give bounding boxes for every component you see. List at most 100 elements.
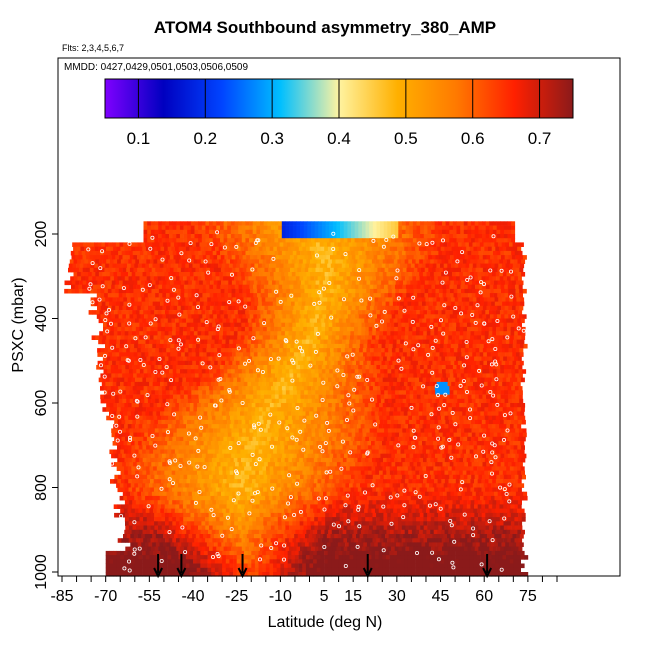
heatmap-cell <box>183 394 188 400</box>
heatmap-cell <box>285 284 290 290</box>
heatmap-cell <box>348 360 353 366</box>
heatmap-cell <box>300 398 305 404</box>
heatmap-cell <box>480 263 485 269</box>
heatmap-cell <box>100 394 105 400</box>
heatmap-cell <box>160 335 165 340</box>
heatmap-cell <box>466 272 471 277</box>
heatmap-cell <box>373 255 378 260</box>
heatmap-cell <box>485 326 490 332</box>
heatmap-cell <box>434 365 439 370</box>
heatmap-cell <box>214 343 219 349</box>
heatmap-cell <box>170 339 175 345</box>
heatmap-cell <box>337 288 342 294</box>
heatmap-cell <box>325 369 330 374</box>
heatmap-cell <box>241 238 246 243</box>
heatmap-cell <box>157 259 162 264</box>
heatmap-cell <box>463 238 468 243</box>
heatmap-cell <box>383 221 388 226</box>
heatmap-cell <box>169 221 173 226</box>
heatmap-cell <box>368 331 373 336</box>
heatmap-cell <box>484 377 489 383</box>
heatmap-cell <box>303 229 308 235</box>
heatmap-cell <box>369 229 374 235</box>
heatmap-cell <box>286 314 290 319</box>
heatmap-cell <box>479 293 483 298</box>
heatmap-cell <box>71 267 76 273</box>
heatmap-cell <box>445 238 450 243</box>
heatmap-cell <box>348 242 353 247</box>
heatmap-cell <box>160 339 164 345</box>
heatmap-cell <box>496 276 501 281</box>
heatmap-cell <box>290 267 294 273</box>
heatmap-cell <box>282 267 287 273</box>
heatmap-cell <box>183 250 188 256</box>
heatmap-cell <box>315 280 320 286</box>
heatmap-cell <box>225 360 229 366</box>
heatmap-cell <box>274 322 279 328</box>
heatmap-cell <box>182 318 187 324</box>
heatmap-cell <box>423 225 428 231</box>
heatmap-cell <box>446 288 451 294</box>
heatmap-cell <box>204 335 209 340</box>
heatmap-cell <box>292 229 297 235</box>
heatmap-cell <box>451 381 456 387</box>
heatmap-cell <box>334 343 339 349</box>
heatmap-cell <box>252 310 257 315</box>
heatmap-cell <box>386 335 391 340</box>
heatmap-cell <box>203 343 208 349</box>
heatmap-cell <box>203 381 208 387</box>
heatmap-cell <box>180 288 185 294</box>
heatmap-cell <box>121 326 126 332</box>
heatmap-cell <box>497 280 502 286</box>
heatmap-cell <box>485 369 490 374</box>
heatmap-cell <box>409 225 414 231</box>
heatmap-cell <box>474 365 479 370</box>
heatmap-cell <box>447 360 451 366</box>
heatmap-cell <box>308 343 313 349</box>
heatmap-cell <box>265 360 269 366</box>
heatmap-cell <box>329 234 334 239</box>
heatmap-cell <box>314 365 319 370</box>
heatmap-cell <box>417 305 422 311</box>
heatmap-cell <box>214 242 219 247</box>
heatmap-cell <box>458 343 463 349</box>
heatmap-cell <box>172 386 177 391</box>
heatmap-cell <box>159 360 164 366</box>
heatmap-cell <box>289 255 294 260</box>
heatmap-cell <box>385 301 390 307</box>
heatmap-cell <box>497 348 502 353</box>
heatmap-cell <box>297 398 302 404</box>
heatmap-cell <box>133 267 138 273</box>
heatmap-cell <box>290 348 294 353</box>
heatmap-cell <box>394 326 399 332</box>
heatmap-cell <box>390 310 395 315</box>
heatmap-cell <box>341 280 346 286</box>
heatmap-cell <box>437 326 442 332</box>
heatmap-cell <box>399 242 404 247</box>
heatmap-cell <box>160 318 165 324</box>
heatmap-cell <box>279 343 284 349</box>
heatmap-cell <box>485 365 490 370</box>
heatmap-cell <box>215 356 220 362</box>
heatmap-cell <box>183 229 188 235</box>
heatmap-cell <box>519 255 524 260</box>
heatmap-cell <box>115 352 120 357</box>
heatmap-cell <box>328 377 332 383</box>
heatmap-cell <box>431 365 435 370</box>
heatmap-cell <box>75 288 80 294</box>
heatmap-cell <box>433 377 438 383</box>
heatmap-cell <box>191 373 196 378</box>
heatmap-cell <box>290 352 295 357</box>
heatmap-cell <box>354 322 359 328</box>
heatmap-cell <box>180 390 185 395</box>
heatmap-cell <box>487 242 492 247</box>
heatmap-cell <box>95 310 100 315</box>
heatmap-cell <box>279 288 283 294</box>
heatmap-cell <box>241 386 246 391</box>
heatmap-cell <box>455 356 460 362</box>
heatmap-cell <box>329 238 334 243</box>
heatmap-cell <box>362 280 367 286</box>
heatmap-cell <box>479 348 484 353</box>
heatmap-cell <box>305 381 310 387</box>
heatmap-cell <box>314 229 319 235</box>
